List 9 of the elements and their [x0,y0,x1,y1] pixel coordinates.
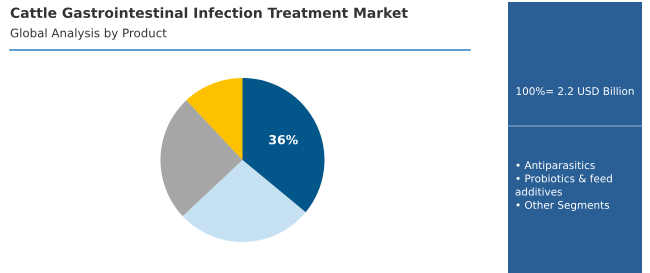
pie-slice [242,78,324,212]
pie-slice [182,160,306,242]
text: 100%= 2.2 USD Billion [516,86,634,96]
pie-slice [186,78,242,160]
pie-slice [160,100,242,216]
text: • Antiparasitics • Probiotics & feed additives • Other Segments [516,161,612,211]
chart-subtitle: Global Analysis by Product [10,28,167,40]
chart-title: Cattle Gastrointestinal Infection Treatment Market [10,7,408,18]
data-label: 36% [269,134,298,144]
